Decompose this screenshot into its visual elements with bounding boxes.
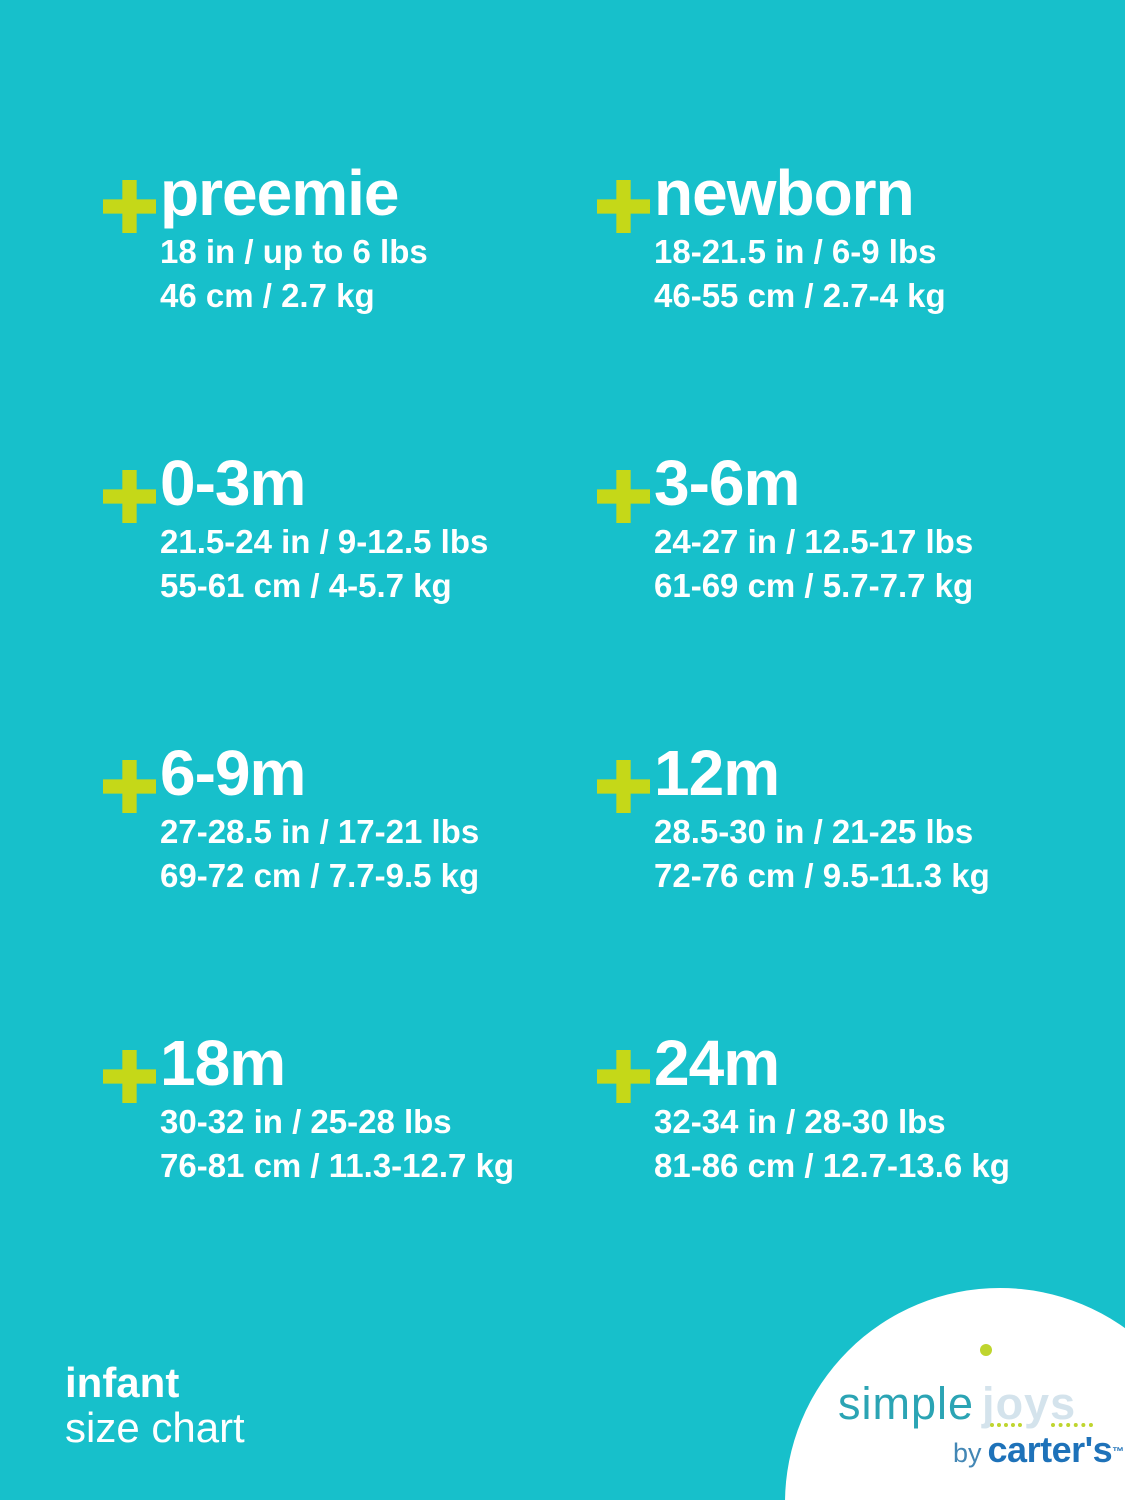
logo-j-dot — [979, 1344, 992, 1356]
size-metric: 76-81 cm / 11.3-12.7 kg — [160, 1147, 515, 1184]
size-label: 24m — [654, 1027, 780, 1099]
size-content: newborn 18-21.5 in / 6-9 lbs 46-55 cm / … — [654, 158, 946, 318]
logo-letter-j: j — [982, 1378, 996, 1429]
size-metric: 69-72 cm / 7.7-9.5 kg — [160, 857, 480, 894]
plus-icon — [103, 1050, 156, 1103]
size-imperial: 24-27 in / 12.5-17 lbs — [654, 523, 974, 560]
size-content: 24m 32-34 in / 28-30 lbs 81-86 cm / 12.7… — [654, 1028, 1010, 1188]
logo-word-carters: carter's — [987, 1429, 1113, 1470]
footer-subtitle: size chart — [65, 1404, 245, 1451]
size-imperial: 32-34 in / 28-30 lbs — [654, 1103, 946, 1140]
size-label: 6-9m — [160, 737, 306, 809]
size-content: 18m 30-32 in / 25-28 lbs 76-81 cm / 11.3… — [160, 1028, 514, 1188]
size-block-newborn: newborn 18-21.5 in / 6-9 lbs 46-55 cm / … — [597, 158, 1067, 448]
size-imperial: 21.5-24 in / 9-12.5 lbs — [160, 523, 489, 560]
size-label: 18m — [160, 1027, 286, 1099]
plus-icon — [597, 180, 650, 233]
size-imperial: 28.5-30 in / 21-25 lbs — [654, 813, 974, 850]
size-label: preemie — [160, 157, 399, 229]
plus-icon — [597, 1050, 650, 1103]
trademark-symbol: ™ — [1112, 1444, 1125, 1459]
dotted-underline-right — [1051, 1423, 1093, 1427]
plus-icon — [597, 760, 650, 813]
size-block-18m: 18m 30-32 in / 25-28 lbs 76-81 cm / 11.3… — [103, 1028, 597, 1318]
size-content: 12m 28.5-30 in / 21-25 lbs 72-76 cm / 9.… — [654, 738, 990, 898]
size-imperial: 18-21.5 in / 6-9 lbs — [654, 233, 937, 270]
size-imperial: 18 in / up to 6 lbs — [160, 233, 428, 270]
size-metric: 55-61 cm / 4-5.7 kg — [160, 567, 452, 604]
logo-word-simple: simple — [838, 1378, 975, 1429]
size-grid: preemie 18 in / up to 6 lbs 46 cm / 2.7 … — [103, 158, 1067, 1318]
size-block-3-6m: 3-6m 24-27 in / 12.5-17 lbs 61-69 cm / 5… — [597, 448, 1067, 738]
brand-logo-circle: simple j oys by carter's™ — [785, 1288, 1125, 1500]
size-metric: 61-69 cm / 5.7-7.7 kg — [654, 567, 974, 604]
logo-word-joys-rest: oys — [995, 1378, 1077, 1429]
plus-icon — [103, 180, 156, 233]
chart-footer: infant size chart — [65, 1360, 245, 1450]
size-metric: 46 cm / 2.7 kg — [160, 277, 375, 314]
size-label: 0-3m — [160, 447, 306, 519]
size-block-12m: 12m 28.5-30 in / 21-25 lbs 72-76 cm / 9.… — [597, 738, 1067, 1028]
size-metric: 81-86 cm / 12.7-13.6 kg — [654, 1147, 1010, 1184]
size-block-preemie: preemie 18 in / up to 6 lbs 46 cm / 2.7 … — [103, 158, 597, 448]
size-label: newborn — [654, 157, 915, 229]
size-imperial: 30-32 in / 25-28 lbs — [160, 1103, 452, 1140]
logo-word-joys: j oys — [979, 1344, 1077, 1429]
plus-icon — [597, 470, 650, 523]
size-content: preemie 18 in / up to 6 lbs 46 cm / 2.7 … — [160, 158, 428, 318]
size-block-24m: 24m 32-34 in / 28-30 lbs 81-86 cm / 12.7… — [597, 1028, 1067, 1318]
brand-logo-byline: by carter's™ — [953, 1429, 1124, 1471]
plus-icon — [103, 470, 156, 523]
size-content: 3-6m 24-27 in / 12.5-17 lbs 61-69 cm / 5… — [654, 448, 973, 608]
size-content: 6-9m 27-28.5 in / 17-21 lbs 69-72 cm / 7… — [160, 738, 479, 898]
size-imperial: 27-28.5 in / 17-21 lbs — [160, 813, 480, 850]
dotted-underline-left — [990, 1423, 1022, 1427]
logo-word-by: by — [953, 1438, 982, 1468]
size-content: 0-3m 21.5-24 in / 9-12.5 lbs 55-61 cm / … — [160, 448, 488, 608]
plus-icon — [103, 760, 156, 813]
footer-category: infant — [65, 1359, 180, 1406]
size-metric: 46-55 cm / 2.7-4 kg — [654, 277, 946, 314]
brand-logo-wordmark: simple j oys — [838, 1344, 1077, 1430]
size-label: 3-6m — [654, 447, 800, 519]
size-block-0-3m: 0-3m 21.5-24 in / 9-12.5 lbs 55-61 cm / … — [103, 448, 597, 738]
size-label: 12m — [654, 737, 780, 809]
size-metric: 72-76 cm / 9.5-11.3 kg — [654, 857, 990, 894]
size-block-6-9m: 6-9m 27-28.5 in / 17-21 lbs 69-72 cm / 7… — [103, 738, 597, 1028]
